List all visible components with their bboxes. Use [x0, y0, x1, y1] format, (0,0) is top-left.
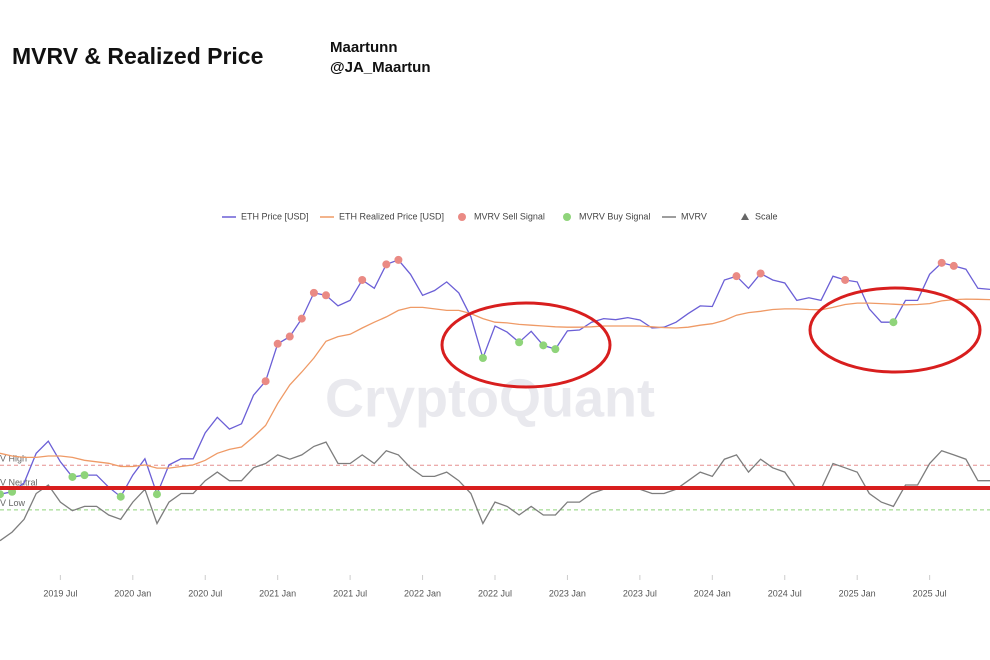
threshold-label: V Neutral [0, 478, 38, 488]
legend-label: MVRV Buy Signal [579, 211, 650, 221]
signal-point [68, 472, 77, 481]
x-tick-label: 2023 Jul [623, 588, 657, 598]
annotation-circle [808, 286, 982, 374]
signal-point [285, 332, 294, 341]
signal-point [116, 492, 125, 501]
signal-point [321, 291, 330, 300]
signal-point [539, 341, 548, 350]
legend-label: MVRV Sell Signal [474, 211, 545, 221]
signal-point [937, 258, 946, 267]
legend-swatch [563, 213, 571, 221]
signal-point [358, 275, 367, 284]
series-line [0, 259, 990, 498]
signal-point [394, 255, 403, 264]
page-title: MVRV & Realized Price [12, 43, 263, 69]
legend-label: ETH Realized Price [USD] [339, 211, 444, 221]
signal-point [756, 269, 765, 278]
x-tick-label: 2021 Jan [259, 588, 296, 598]
signal-point [732, 272, 741, 281]
legend-swatch [741, 213, 749, 220]
signal-point [889, 318, 898, 327]
signal-point [841, 275, 850, 284]
x-tick-label: 2024 Jul [768, 588, 802, 598]
legend-swatch [458, 213, 466, 221]
x-tick-label: 2019 Jul [43, 588, 77, 598]
signal-point [309, 288, 318, 297]
signal-point [152, 490, 161, 499]
signal-point [0, 490, 4, 499]
x-tick-label: 2024 Jan [694, 588, 731, 598]
threshold-label: V High [0, 454, 27, 464]
series-line [0, 441, 990, 542]
annotation-circle [440, 301, 612, 389]
signal-point [297, 314, 306, 323]
threshold-label: V Low [0, 498, 26, 508]
x-tick-label: 2025 Jul [913, 588, 947, 598]
watermark: CryptoQuant [325, 368, 655, 428]
series-line [0, 298, 990, 469]
legend-label: MVRV [681, 211, 707, 221]
signal-point [273, 339, 282, 348]
x-tick-label: 2022 Jul [478, 588, 512, 598]
signal-point [478, 353, 487, 362]
signal-point [515, 338, 524, 347]
x-tick-label: 2021 Jul [333, 588, 367, 598]
x-tick-label: 2020 Jan [114, 588, 151, 598]
legend-label: Scale [755, 211, 778, 221]
x-tick-label: 2025 Jan [839, 588, 876, 598]
signal-point [949, 261, 958, 270]
signal-point [551, 345, 560, 354]
signal-point [261, 377, 270, 386]
author: Maartunn [330, 39, 398, 56]
legend-label: ETH Price [USD] [241, 211, 309, 221]
signal-point [382, 260, 391, 269]
x-tick-label: 2022 Jan [404, 588, 441, 598]
signal-point [80, 471, 89, 480]
x-tick-label: 2020 Jul [188, 588, 222, 598]
x-tick-label: 2023 Jan [549, 588, 586, 598]
author-handle: @JA_Maartun [330, 59, 430, 76]
